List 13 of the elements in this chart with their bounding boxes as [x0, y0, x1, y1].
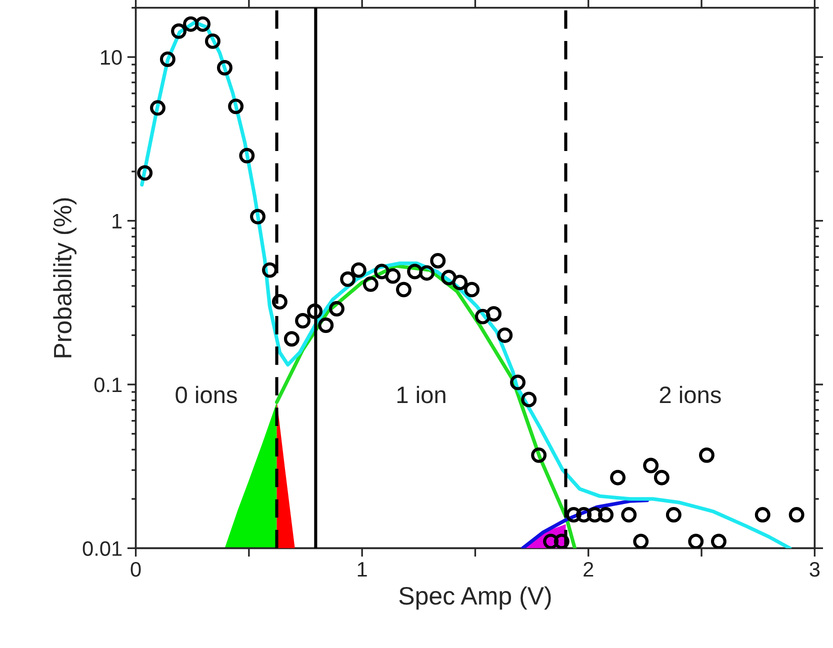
annotation: 2 ions: [660, 386, 721, 404]
x-tick-label: 3: [810, 562, 820, 577]
annotation: 1 ion: [397, 386, 446, 404]
x-tick-label: 2: [584, 562, 594, 576]
y-tick-label: 1: [112, 214, 122, 228]
x-tick-label: 0: [130, 562, 141, 577]
y-axis-title: Probability (%): [53, 198, 76, 358]
y-tick-label: 0.01: [82, 541, 122, 556]
annotation: 0 ions: [176, 386, 237, 404]
x-tick-label: 1: [358, 562, 367, 576]
x-axis-title: Spec Amp (V): [399, 586, 551, 610]
y-tick-label: 0.1: [94, 377, 122, 392]
y-tick-label: 10: [101, 50, 122, 65]
